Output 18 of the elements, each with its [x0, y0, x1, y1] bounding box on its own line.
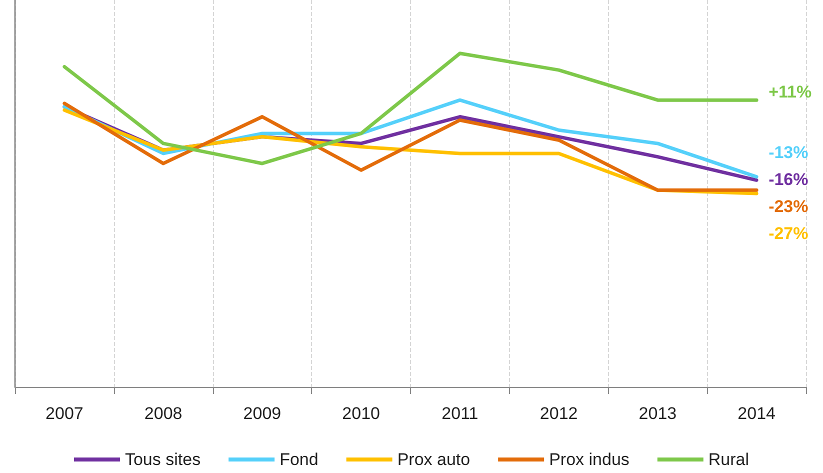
- legend-label: Prox auto: [397, 450, 470, 469]
- x-tick-label: 2008: [144, 404, 182, 423]
- annotation: -23%: [768, 197, 808, 216]
- x-tick-label: 2012: [540, 404, 578, 423]
- x-tick-label: 2013: [638, 404, 677, 423]
- annotation: -13%: [768, 143, 808, 162]
- legend-label: Fond: [280, 450, 318, 469]
- annotation: -27%: [768, 224, 808, 244]
- annotation: +11%: [768, 82, 812, 102]
- x-tick-label: 2010: [342, 404, 380, 423]
- x-tick-label: 2009: [243, 404, 282, 423]
- annotation: -16%: [768, 170, 808, 190]
- x-tick-label: 2014: [738, 404, 776, 423]
- legend-label: Rural: [708, 450, 750, 469]
- legend-label: Prox indus: [549, 450, 630, 469]
- x-tick-label: 2007: [46, 404, 84, 423]
- x-tick-label: 2011: [442, 404, 478, 423]
- legend-label: Tous sites: [124, 450, 201, 469]
